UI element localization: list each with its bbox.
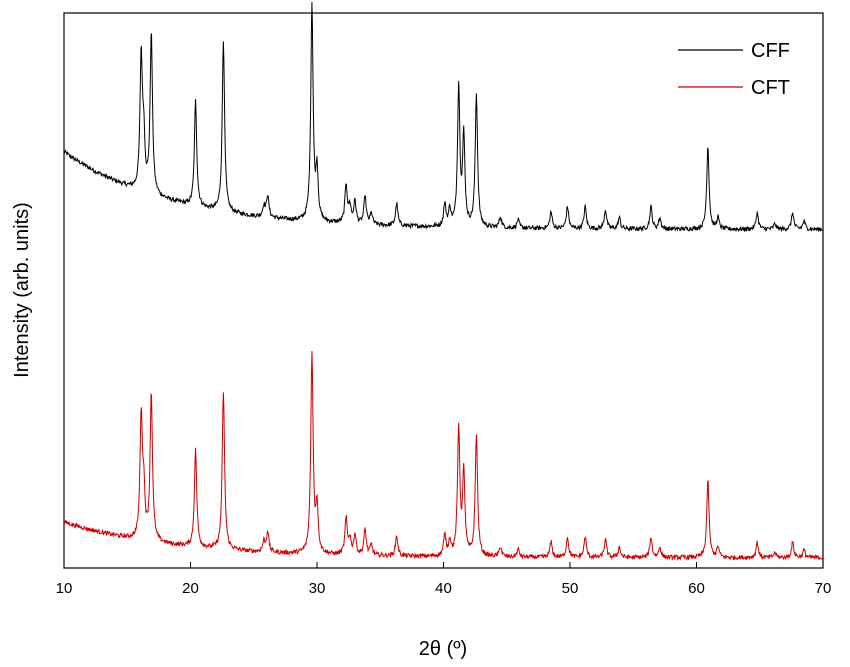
series-line-cff — [63, 1, 824, 233]
x-tick-label: 40 — [435, 580, 452, 597]
x-axis-title: 2θ (º) — [419, 638, 467, 660]
x-tick-label: 60 — [688, 580, 705, 597]
x-axis-ticks: 10 20 30 40 50 60 70 — [56, 562, 832, 597]
x-tick-label: 30 — [309, 580, 326, 597]
x-tick-label: 20 — [182, 580, 199, 597]
x-tick-label: 70 — [815, 580, 832, 597]
plot-frame — [63, 12, 824, 569]
x-tick-label: 10 — [56, 580, 73, 597]
legend: CFF CFT — [678, 40, 790, 99]
x-tick-label: 50 — [562, 580, 579, 597]
legend-label-cft: CFT — [751, 77, 790, 99]
y-axis-title: Intensity (arb. units) — [11, 202, 33, 378]
series-line-cft — [63, 351, 824, 562]
series-group — [63, 1, 824, 562]
legend-label-cff: CFF — [751, 40, 790, 62]
